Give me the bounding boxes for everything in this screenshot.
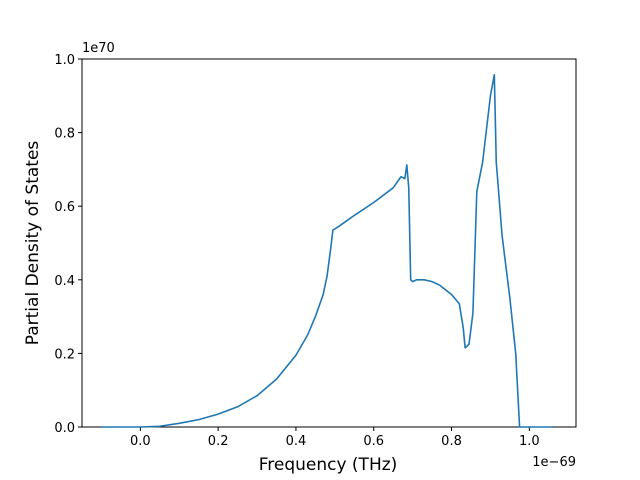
x-axis-label: Frequency (THz) <box>259 455 398 475</box>
x-tick-label: 1.0 <box>519 434 540 449</box>
x-tick-label: 0.2 <box>208 434 229 449</box>
y-tick-label: 0.4 <box>54 274 75 289</box>
y-tick-label: 0.6 <box>54 200 75 215</box>
y-tick-label: 0.2 <box>54 347 75 362</box>
y-axis-label: Partial Density of States <box>23 141 43 346</box>
x-offset-label: 1e−69 <box>532 455 576 470</box>
y-tick-label: 0.8 <box>54 127 75 142</box>
plot-frame <box>81 58 577 428</box>
x-tick-label: 0.8 <box>441 434 462 449</box>
y-offset-label: 1e70 <box>82 41 115 56</box>
x-tick-label: 0.0 <box>130 434 151 449</box>
data-line <box>101 74 553 428</box>
y-tick-label: 0.0 <box>54 421 75 436</box>
x-tick-label: 0.4 <box>286 434 307 449</box>
y-tick-label: 1.0 <box>54 53 75 68</box>
x-tick-label: 0.6 <box>363 434 384 449</box>
